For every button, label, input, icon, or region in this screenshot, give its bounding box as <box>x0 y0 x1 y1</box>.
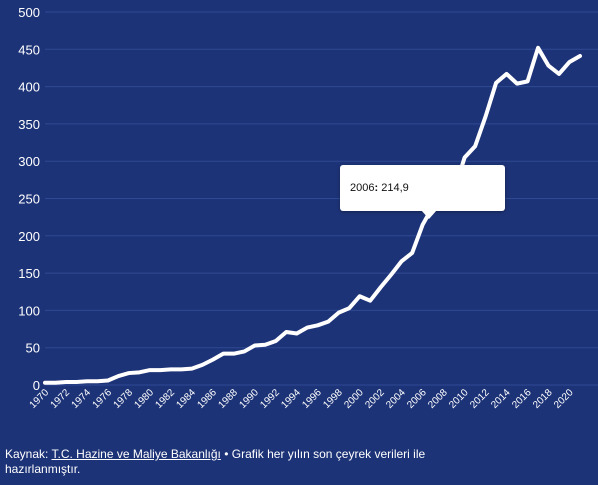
tooltip-pointer <box>421 210 437 219</box>
x-tick-label: 2010 <box>447 387 471 411</box>
y-tick-label: 500 <box>18 5 40 20</box>
y-axis: 0 50 100 150 200 250 300 350 400 450 500 <box>18 5 40 393</box>
x-tick-label: 1990 <box>237 387 261 411</box>
y-tick-label: 50 <box>26 341 40 356</box>
x-tick-label: 2006 <box>405 387 429 411</box>
x-tick-label: 1988 <box>216 387 240 411</box>
chart-footer: Kaynak: T.C. Hazine ve Maliye Bakanlığı … <box>5 447 445 477</box>
y-tick-label: 400 <box>18 80 40 95</box>
x-tick-label: 1986 <box>195 387 219 411</box>
x-tick-label: 1974 <box>70 387 94 411</box>
tooltip-value: 214,9 <box>381 182 409 194</box>
x-tick-label: 2008 <box>426 387 450 411</box>
tooltip: 2006: 214,9 <box>340 165 505 211</box>
x-tick-label: 2002 <box>363 387 387 411</box>
footer-note: • Grafik her yılın son çeyrek verileri i… <box>5 447 426 476</box>
x-tick-label: 2004 <box>384 387 408 411</box>
y-tick-label: 450 <box>18 42 40 57</box>
y-tick-label: 350 <box>18 117 40 132</box>
x-tick-label: 1976 <box>91 387 115 411</box>
x-tick-label: 1998 <box>321 387 345 411</box>
x-tick-label: 1982 <box>153 387 177 411</box>
y-tick-label: 100 <box>18 303 40 318</box>
x-tick-label: 1970 <box>28 387 52 411</box>
x-tick-label: 2016 <box>510 387 534 411</box>
source-prefix: Kaynak: <box>5 447 49 461</box>
y-tick-label: 200 <box>18 229 40 244</box>
x-tick-label: 2014 <box>489 387 513 411</box>
x-tick-label: 2020 <box>552 387 576 411</box>
grid <box>45 11 598 386</box>
x-tick-label: 1984 <box>174 387 198 411</box>
x-tick-label: 1978 <box>112 387 136 411</box>
x-tick-label: 2012 <box>468 387 492 411</box>
tooltip-label: 2006 <box>350 182 375 194</box>
y-tick-label: 150 <box>18 266 40 281</box>
x-tick-label: 1980 <box>133 387 157 411</box>
x-axis: 1970197219741976197819801982198419861988… <box>28 387 576 411</box>
x-tick-label: 2018 <box>531 387 555 411</box>
y-tick-label: 250 <box>18 192 40 207</box>
y-tick-label: 0 <box>33 378 40 393</box>
source-link[interactable]: T.C. Hazine ve Maliye Bakanlığı <box>51 447 221 461</box>
series-line[interactable] <box>43 45 582 385</box>
line-chart: 0 50 100 150 200 250 300 350 400 450 500 1970 1972 1… <box>18 5 598 411</box>
y-tick-label: 300 <box>18 154 40 169</box>
x-tick-label: 1994 <box>279 387 303 411</box>
x-tick-label: 2000 <box>342 387 366 411</box>
x-tick-label: 1992 <box>258 387 282 411</box>
x-tick-label: 1996 <box>300 387 324 411</box>
x-tick-label: 1972 <box>49 387 73 411</box>
